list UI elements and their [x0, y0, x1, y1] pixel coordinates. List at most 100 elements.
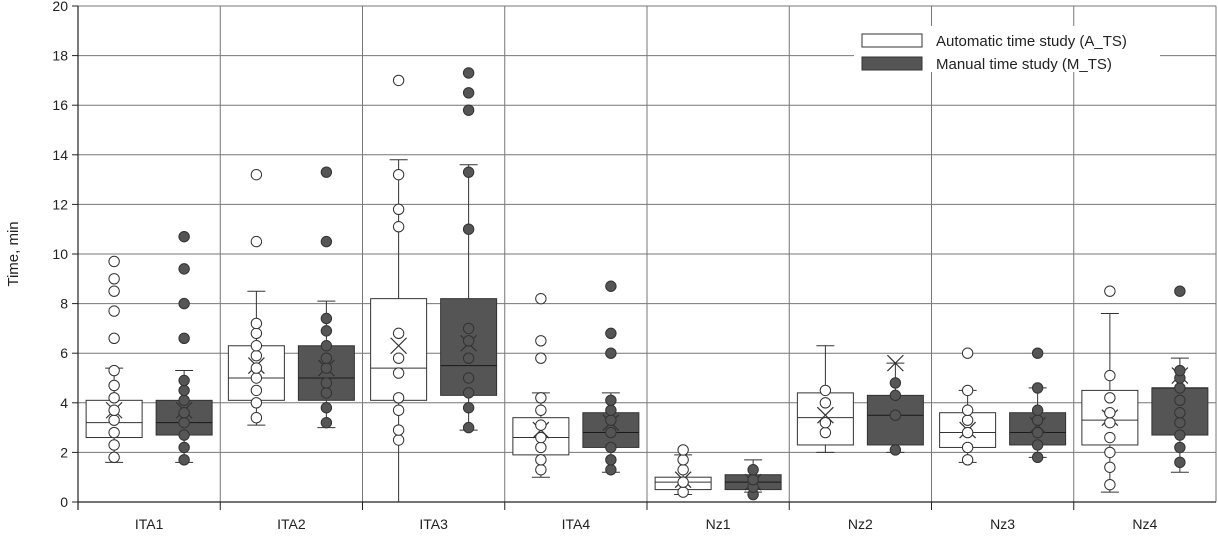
point-ita1-manual-6 — [178, 384, 190, 397]
point-ita3-manual-8 — [462, 166, 475, 178]
point-nz1-automatic-0 — [677, 486, 689, 498]
point-nz3-automatic-3 — [961, 414, 974, 426]
point-nz4-manual-2 — [1174, 429, 1186, 441]
point-ita2-manual-8 — [320, 312, 333, 325]
y-tick-label-14: 14 — [52, 147, 68, 163]
point-ita4-automatic-8 — [535, 335, 547, 347]
point-ita2-manual-6 — [320, 340, 333, 352]
x-tick-label-ita3: ITA3 — [419, 516, 448, 532]
x-tick-label-nz3: Nz3 — [990, 516, 1015, 532]
point-nz3-automatic-1 — [961, 441, 974, 454]
point-ita3-automatic-7 — [392, 221, 405, 233]
point-ita1-automatic-11 — [108, 273, 120, 285]
box-group-nz1-automatic — [654, 444, 712, 498]
point-ita2-manual-10 — [320, 166, 333, 178]
point-ita4-manual-9 — [605, 280, 617, 292]
x-tick-label-ita2: ITA2 — [277, 516, 306, 532]
point-ita4-automatic-7 — [535, 352, 547, 364]
point-nz4-manual-4 — [1174, 407, 1186, 419]
point-ita1-manual-0 — [178, 454, 190, 466]
point-ita4-manual-0 — [605, 464, 617, 476]
point-ita4-manual-8 — [605, 327, 617, 340]
point-ita1-manual-8 — [178, 332, 190, 345]
point-nz4-automatic-5 — [1104, 407, 1116, 419]
point-ita4-manual-4 — [605, 414, 617, 426]
point-ita1-automatic-7 — [108, 364, 120, 377]
point-nz4-manual-6 — [1174, 382, 1186, 394]
point-ita1-manual-4 — [178, 407, 190, 419]
point-nz3-manual-3 — [1031, 414, 1044, 426]
x-tick-label-nz4: Nz4 — [1132, 516, 1157, 532]
point-ita4-manual-2 — [605, 441, 617, 454]
point-ita4-automatic-0 — [535, 464, 547, 476]
point-nz4-automatic-1 — [1104, 461, 1116, 473]
grid-lines — [78, 5, 1217, 503]
y-axis-label: Time, min — [5, 221, 22, 286]
point-ita4-automatic-2 — [535, 441, 547, 454]
box-group-nz3-automatic — [939, 347, 997, 466]
point-nz4-manual-1 — [1174, 441, 1186, 454]
point-ita4-manual-3 — [605, 426, 617, 439]
y-tick-label-2: 2 — [60, 444, 68, 460]
box-group-ita3-manual — [440, 67, 498, 434]
point-nz2-automatic-3 — [819, 384, 832, 397]
point-nz3-manual-0 — [1031, 451, 1044, 464]
box-group-ita3-automatic — [370, 74, 428, 503]
point-nz4-automatic-4 — [1104, 416, 1116, 429]
point-ita3-automatic-9 — [392, 168, 405, 181]
box-group-ita2-manual — [297, 166, 355, 429]
point-ita3-automatic-5 — [392, 352, 405, 364]
point-ita1-automatic-8 — [108, 332, 120, 345]
point-ita2-automatic-0 — [250, 411, 263, 424]
point-ita3-manual-2 — [462, 387, 475, 399]
box-group-ita1-automatic — [85, 255, 143, 464]
point-ita2-automatic-8 — [250, 317, 263, 330]
point-ita2-automatic-5 — [250, 349, 263, 362]
point-ita1-automatic-4 — [108, 404, 120, 416]
x-tick-label-ita4: ITA4 — [562, 516, 591, 532]
point-ita1-manual-7 — [178, 374, 190, 387]
point-ita4-manual-5 — [605, 404, 617, 416]
point-ita1-automatic-6 — [108, 379, 120, 392]
point-ita3-manual-9 — [462, 104, 475, 116]
point-nz4-automatic-8 — [1104, 285, 1116, 297]
point-nz4-manual-0 — [1174, 456, 1186, 469]
point-ita2-manual-9 — [320, 235, 333, 248]
point-nz3-automatic-5 — [961, 384, 974, 397]
point-ita3-manual-11 — [462, 67, 475, 79]
point-ita3-automatic-10 — [392, 74, 405, 87]
point-nz3-manual-4 — [1031, 404, 1044, 416]
point-ita1-manual-5 — [178, 394, 190, 407]
point-nz1-manual-2 — [747, 473, 759, 486]
box-group-nz4-manual — [1151, 285, 1209, 473]
point-nz4-automatic-6 — [1104, 392, 1116, 404]
point-nz3-automatic-2 — [961, 426, 974, 439]
point-ita2-automatic-7 — [250, 327, 263, 340]
point-ita1-manual-9 — [178, 297, 190, 310]
point-ita2-automatic-1 — [250, 397, 263, 409]
mean-marker-b-ita3-automatic — [390, 337, 408, 355]
point-ita4-manual-7 — [605, 347, 617, 359]
point-nz2-manual-2 — [889, 389, 902, 402]
legend-label-automatic: Automatic time study (A_TS) — [936, 33, 1127, 50]
mean-marker-b-nz2-automatic — [816, 406, 834, 424]
point-ita2-automatic-9 — [250, 235, 263, 248]
point-ita3-manual-1 — [462, 402, 475, 414]
point-nz3-manual-1 — [1031, 439, 1044, 451]
box-group-ita1-manual — [155, 230, 213, 466]
point-ita3-manual-6 — [462, 322, 475, 335]
point-ita1-automatic-3 — [108, 414, 120, 426]
point-ita4-automatic-9 — [535, 292, 547, 305]
box-group-ita4-manual — [582, 280, 640, 476]
point-nz2-manual-1 — [889, 409, 902, 421]
point-ita2-manual-3 — [320, 377, 333, 389]
x-tick-label-nz2: Nz2 — [848, 516, 873, 532]
y-tick-label-20: 20 — [52, 0, 68, 14]
point-ita2-manual-0 — [320, 416, 333, 429]
box-group-ita2-automatic — [227, 168, 285, 426]
point-ita4-manual-6 — [605, 394, 617, 407]
y-tick-label-0: 0 — [60, 494, 68, 510]
point-ita1-automatic-2 — [108, 426, 120, 439]
point-nz4-manual-8 — [1174, 364, 1186, 377]
